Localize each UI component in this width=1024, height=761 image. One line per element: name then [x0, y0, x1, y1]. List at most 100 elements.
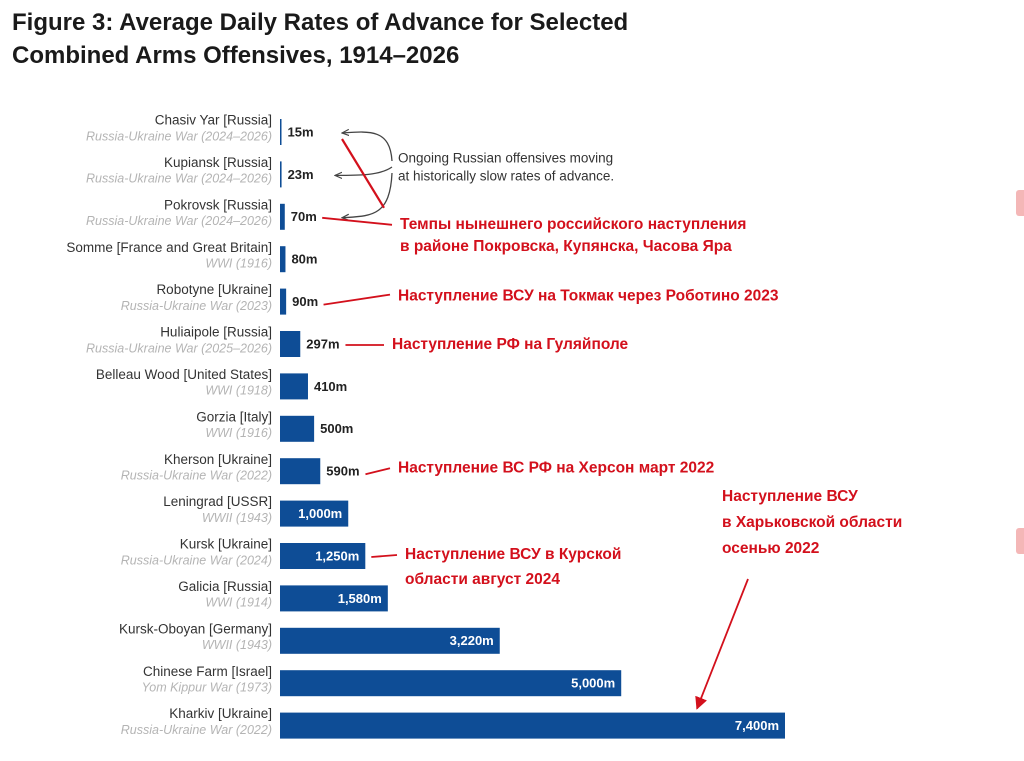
- category-label: Robotyne [Ukraine]: [156, 282, 272, 297]
- bar: [280, 119, 282, 145]
- bar-row: Kursk-Oboyan [Germany] WWII (1943) 3,220m: [119, 621, 500, 654]
- data-label: 80m: [291, 252, 317, 267]
- red-annotation: Наступление РФ на Гуляйполе: [345, 336, 629, 353]
- bar: [280, 712, 785, 739]
- category-sublabel: WWI (1916): [205, 426, 272, 440]
- annotation-text: осенью 2022: [722, 540, 819, 557]
- data-label: 5,000m: [571, 676, 615, 691]
- bar: [280, 627, 500, 654]
- category-label: Kursk [Ukraine]: [180, 537, 272, 552]
- bar-row: Kursk [Ukraine]Russia-Ukraine War (2024)…: [121, 537, 366, 569]
- category-label: Pokrovsk [Russia]: [164, 197, 272, 212]
- bar-row: Huliaipole [Russia]Russia-Ukraine War (2…: [86, 325, 340, 357]
- bar-row: Belleau Wood [United States] WWI (1918) 41…: [96, 367, 347, 400]
- category-sublabel: Russia-Ukraine War (2024–2026): [86, 214, 272, 228]
- red-annotation: Наступление ВС РФ на Херсон март 2022: [365, 459, 714, 476]
- data-label: 23m: [288, 167, 314, 182]
- chart-title: Figure 3: Average Daily Rates of Advance…: [12, 6, 628, 72]
- data-label: 7,400m: [735, 718, 779, 733]
- annotation-text: Наступление ВСУ: [722, 488, 858, 505]
- bar-row: Kharkiv [Ukraine] Russia-Ukraine War (202…: [121, 706, 785, 739]
- category-label: Somme [France and Great Britain]: [66, 240, 272, 255]
- category-label: Belleau Wood [United States]: [96, 367, 272, 382]
- category-label: Kupiansk [Russia]: [164, 155, 272, 170]
- edge-highlight-mark: [1016, 190, 1024, 216]
- bar: [280, 543, 366, 569]
- note-text: Ongoing Russian offensives moving: [398, 151, 613, 166]
- bar: [280, 458, 321, 485]
- chart-title-line-1: Figure 3: Average Daily Rates of Advance…: [12, 9, 629, 36]
- category-sublabel: WWI (1914): [205, 596, 272, 610]
- annotation-arrow: [695, 578, 749, 710]
- bar-row: Chasiv Yar [Russia]Russia-Ukraine War (2…: [86, 113, 314, 145]
- data-label: 70m: [291, 209, 317, 224]
- bar-row: Gorzia [Italy] WWI (1916) 500m: [196, 409, 353, 442]
- category-label: Kursk-Oboyan [Germany]: [119, 621, 272, 636]
- bar: [280, 415, 315, 442]
- category-sublabel: Russia-Ukraine War (2022): [121, 723, 272, 737]
- red-annotation: Темпы нынешнего российского наступления в…: [322, 216, 746, 255]
- category-label: Kharkiv [Ukraine]: [169, 706, 272, 721]
- category-label: Leningrad [USSR]: [163, 494, 272, 509]
- data-label: 3,220m: [450, 633, 494, 648]
- data-label: 590m: [326, 464, 359, 479]
- annotation-text: Наступление ВСУ на Токмак через Роботино…: [398, 288, 779, 305]
- annotation-pointer: [371, 554, 398, 558]
- annotation-pointer: [323, 293, 391, 306]
- data-label: 297m: [306, 336, 339, 351]
- note-arrow: [342, 172, 393, 218]
- data-label: 1,000m: [298, 506, 342, 521]
- bar: [280, 331, 301, 357]
- bar-row: Chinese Farm [Israel]Yom Kippur War (197…: [142, 664, 622, 697]
- annotation-text: области август 2024: [405, 571, 560, 588]
- chart-title-line-2: Combined Arms Offensives, 1914–2026: [12, 42, 460, 69]
- annotation-text: Наступление РФ на Гуляйполе: [392, 336, 629, 353]
- annotation-pointer: [322, 216, 393, 226]
- category-sublabel: Russia-Ukraine War (2022): [121, 468, 272, 482]
- category-sublabel: Russia-Ukraine War (2024–2026): [86, 172, 272, 186]
- category-sublabel: Russia-Ukraine War (2024–2026): [86, 129, 272, 143]
- category-sublabel: Russia-Ukraine War (2025–2026): [86, 341, 272, 355]
- category-sublabel: Yom Kippur War (1973): [142, 680, 272, 694]
- bar-row: Leningrad [USSR] WWII (1943) 1,000m: [163, 494, 349, 527]
- bar-row: Galicia [Russia] WWI (1914) 1,580m: [178, 579, 388, 612]
- note-arrow: [342, 132, 393, 162]
- category-sublabel: Russia-Ukraine War (2023): [121, 299, 272, 313]
- note-arrow: [335, 166, 393, 175]
- bar: [280, 288, 287, 315]
- annotation-text: в Харьковской области: [722, 514, 902, 531]
- bar: [280, 203, 285, 230]
- category-label: Kherson [Ukraine]: [164, 452, 272, 467]
- bar-row: Robotyne [Ukraine] Russia-Ukraine War (20…: [121, 282, 318, 315]
- note-text: at historically slow rates of advance.: [398, 169, 614, 184]
- bar: [280, 246, 286, 273]
- data-label: 15m: [288, 124, 314, 139]
- data-label: 500m: [320, 421, 353, 436]
- bar: [280, 161, 282, 188]
- annotation-text: Темпы нынешнего российского наступления: [400, 216, 746, 233]
- annotation-pointer: [365, 467, 391, 476]
- red-annotation: Наступление ВСУ в Харьковской области осен…: [695, 488, 902, 710]
- data-label: 410m: [314, 379, 347, 394]
- bar: [280, 373, 308, 400]
- bar: [280, 500, 349, 527]
- bar: [280, 670, 622, 697]
- edge-highlight-mark: [1016, 528, 1024, 554]
- category-sublabel: WWII (1943): [202, 638, 272, 652]
- bar: [280, 585, 388, 612]
- annotation-text: Наступление ВСУ в Курской: [405, 546, 621, 563]
- category-label: Chasiv Yar [Russia]: [155, 113, 272, 128]
- category-label: Galicia [Russia]: [178, 579, 272, 594]
- category-sublabel: WWI (1918): [205, 384, 272, 398]
- bar-row: Kherson [Ukraine]Russia-Ukraine War (202…: [121, 452, 360, 485]
- red-annotation: Наступление ВСУ на Токмак через Роботино…: [323, 288, 779, 306]
- data-label: 1,250m: [315, 548, 359, 563]
- annotation-text: Наступление ВС РФ на Херсон март 2022: [398, 459, 714, 476]
- bar-row: Somme [France and Great Britain]WWI (191…: [66, 240, 317, 273]
- data-label: 90m: [292, 294, 318, 309]
- category-label: Gorzia [Italy]: [196, 409, 272, 424]
- category-sublabel: WWII (1943): [202, 511, 272, 525]
- red-annotation: Наступление ВСУ в Курской области август …: [371, 546, 621, 588]
- annotation-text: в районе Покровска, Купянска, Часова Яра: [400, 238, 732, 255]
